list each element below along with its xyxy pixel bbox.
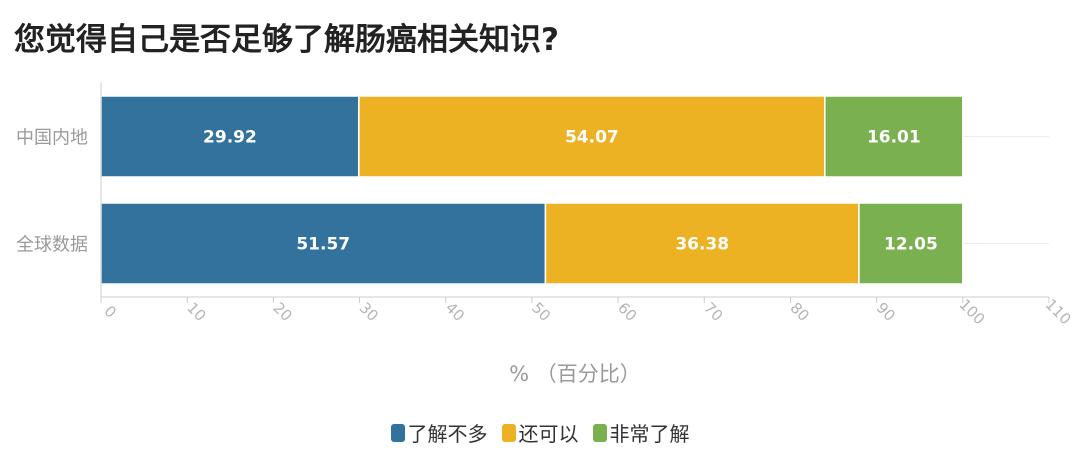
- bar-segment: [100, 202, 547, 285]
- legend-swatch: [501, 423, 516, 442]
- bar-segment: [358, 95, 826, 178]
- legend-label: 非常了解: [609, 422, 690, 446]
- bar-segment: [858, 202, 964, 285]
- category-label: 全球数据: [16, 235, 88, 256]
- data-label: 29.92: [203, 128, 257, 148]
- legend-item[interactable]: 还可以: [501, 418, 579, 447]
- legend: 了解不多 还可以 非常了解: [0, 418, 1080, 447]
- data-label: 16.01: [867, 128, 921, 148]
- bars: 29.92 54.07 16.01 51.57 36.38 12.05: [100, 95, 964, 285]
- bar-segment: [824, 95, 964, 178]
- chart-title: 您觉得自己是否足够了解肠癌相关知识?: [14, 22, 559, 58]
- bar-segment: [544, 202, 860, 285]
- legend-item[interactable]: 非常了解: [592, 418, 690, 447]
- legend-swatch: [390, 423, 405, 442]
- legend-label: 还可以: [518, 422, 579, 446]
- x-axis-title: % （百分比）: [509, 362, 641, 386]
- x-tick-label: 110: [1042, 295, 1075, 328]
- x-tick-label: 100: [956, 295, 989, 328]
- data-label: 36.38: [675, 235, 729, 255]
- data-label: 51.57: [296, 235, 350, 255]
- legend-label: 了解不多: [407, 422, 488, 446]
- bar-segment: [100, 95, 360, 178]
- x-tick-label: 0: [100, 302, 119, 321]
- data-label: 54.07: [565, 128, 619, 148]
- data-label: 12.05: [884, 235, 938, 255]
- category-label: 中国内地: [16, 128, 88, 149]
- legend-item[interactable]: 了解不多: [390, 418, 488, 447]
- legend-swatch: [592, 423, 607, 442]
